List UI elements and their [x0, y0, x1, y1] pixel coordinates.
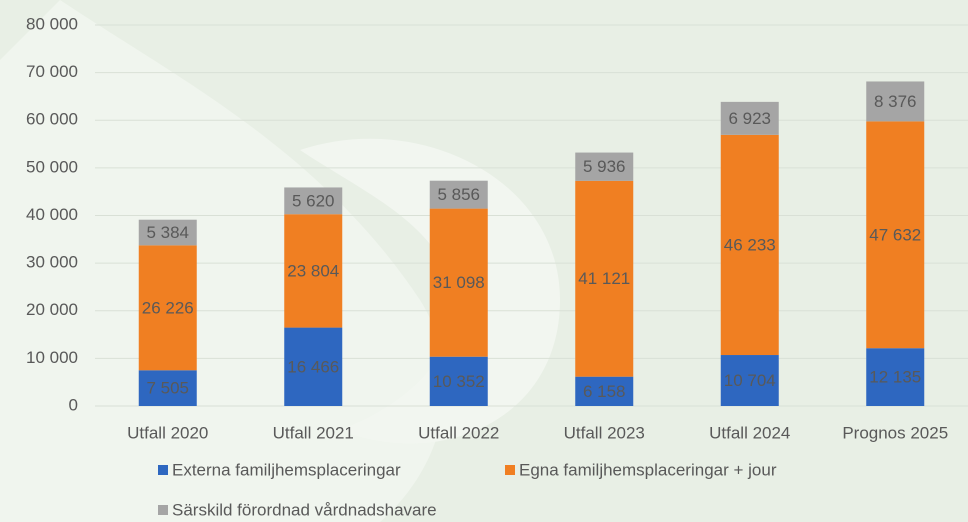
y-tick-label: 50 000: [26, 157, 78, 176]
legend-label: Egna familjhemsplaceringar + jour: [519, 460, 777, 479]
x-tick-label: Utfall 2023: [564, 423, 645, 442]
legend-swatch: [158, 505, 168, 515]
data-label: 5 856: [437, 185, 480, 204]
y-tick-label: 80 000: [26, 14, 78, 33]
data-label: 46 233: [724, 235, 776, 254]
data-label: 7 505: [146, 379, 189, 398]
data-label: 47 632: [869, 225, 921, 244]
legend-swatch: [158, 465, 168, 475]
x-tick-label: Utfall 2022: [418, 423, 499, 442]
data-label: 16 466: [287, 357, 339, 376]
data-label: 6 158: [583, 382, 626, 401]
data-label: 12 135: [869, 368, 921, 387]
data-label: 10 704: [724, 371, 776, 390]
legend-label: Externa familjhemsplaceringar: [172, 460, 401, 479]
legend-label: Särskild förordnad vårdnadshavare: [172, 500, 437, 519]
legend-swatch: [505, 465, 515, 475]
y-tick-label: 60 000: [26, 110, 78, 129]
data-label: 10 352: [433, 372, 485, 391]
x-tick-label: Utfall 2020: [127, 423, 208, 442]
x-tick-label: Prognos 2025: [842, 423, 948, 442]
data-label: 41 121: [578, 269, 630, 288]
y-tick-label: 30 000: [26, 253, 78, 272]
data-label: 5 936: [583, 157, 626, 176]
data-label: 6 923: [728, 109, 771, 128]
data-label: 5 384: [146, 223, 189, 242]
y-tick-label: 70 000: [26, 62, 78, 81]
y-tick-label: 40 000: [26, 205, 78, 224]
y-tick-label: 0: [69, 395, 78, 414]
x-tick-label: Utfall 2024: [709, 423, 790, 442]
y-tick-label: 10 000: [26, 348, 78, 367]
y-tick-label: 20 000: [26, 300, 78, 319]
x-tick-label: Utfall 2021: [273, 423, 354, 442]
data-label: 31 098: [433, 273, 485, 292]
data-label: 26 226: [142, 298, 194, 317]
data-label: 23 804: [287, 261, 339, 280]
data-label: 8 376: [874, 92, 917, 111]
data-label: 5 620: [292, 191, 335, 210]
chart: 0 10 000 20 000 30 000 40 000 50 000 60 000 70 …: [0, 0, 968, 522]
